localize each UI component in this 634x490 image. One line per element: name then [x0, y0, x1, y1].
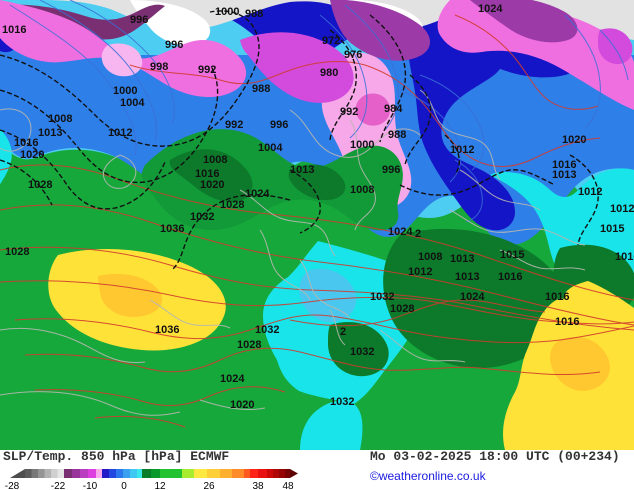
svg-text:1016: 1016: [545, 291, 569, 303]
svg-text:992: 992: [198, 64, 216, 76]
svg-text:1016: 1016: [555, 316, 579, 328]
svg-text:1004: 1004: [258, 142, 283, 154]
svg-text:1015: 1015: [500, 249, 524, 261]
svg-text:1012: 1012: [610, 203, 634, 215]
svg-text:1000: 1000: [350, 139, 374, 151]
svg-text:1013: 1013: [450, 253, 474, 265]
svg-text:-22: -22: [51, 481, 66, 490]
svg-text:1013: 1013: [552, 169, 576, 181]
svg-text:1024: 1024: [388, 226, 413, 238]
svg-text:1008: 1008: [418, 251, 442, 263]
svg-text:1020: 1020: [562, 134, 586, 146]
svg-text:1028: 1028: [390, 303, 414, 315]
svg-text:980: 980: [320, 67, 338, 79]
svg-text:992: 992: [225, 119, 243, 131]
svg-text:972: 972: [322, 35, 340, 47]
svg-text:1028: 1028: [5, 246, 29, 258]
svg-text:988: 988: [388, 129, 406, 141]
svg-text:1024: 1024: [220, 373, 245, 385]
svg-text:1032: 1032: [330, 396, 354, 408]
svg-text:996: 996: [382, 164, 400, 176]
svg-text:1012: 1012: [578, 186, 602, 198]
svg-text:1013: 1013: [290, 164, 314, 176]
svg-text:1016: 1016: [2, 24, 26, 36]
svg-text:1000: 1000: [113, 85, 137, 97]
svg-text:SLP/Temp. 850 hPa [hPa] ECMWF: SLP/Temp. 850 hPa [hPa] ECMWF: [3, 449, 229, 464]
svg-text:1020: 1020: [20, 149, 44, 161]
svg-text:1013: 1013: [38, 127, 62, 139]
svg-text:-28: -28: [5, 481, 20, 490]
svg-text:48: 48: [282, 481, 294, 490]
svg-text:1012: 1012: [408, 266, 432, 278]
svg-text:1016: 1016: [498, 271, 522, 283]
svg-text:0: 0: [121, 481, 127, 490]
svg-text:©weatheronline.co.uk: ©weatheronline.co.uk: [370, 469, 487, 483]
svg-text:-10: -10: [83, 481, 98, 490]
svg-text:Mo 03-02-2025 18:00 UTC (00+23: Mo 03-02-2025 18:00 UTC (00+234): [370, 449, 620, 464]
svg-text:1004: 1004: [120, 97, 145, 109]
svg-text:1020: 1020: [230, 399, 254, 411]
svg-text:1028: 1028: [220, 199, 244, 211]
svg-text:1032: 1032: [370, 291, 394, 303]
svg-text:12: 12: [154, 481, 166, 490]
svg-text:1016: 1016: [14, 137, 38, 149]
svg-text:1008: 1008: [48, 113, 72, 125]
svg-text:996: 996: [130, 14, 148, 26]
svg-text:988: 988: [252, 83, 270, 95]
svg-text:976: 976: [344, 49, 362, 61]
svg-text:1012: 1012: [108, 127, 132, 139]
svg-text:996: 996: [165, 39, 183, 51]
svg-text:1024: 1024: [478, 3, 503, 15]
svg-text:1008: 1008: [350, 184, 374, 196]
svg-text:992: 992: [340, 106, 358, 118]
svg-text:1028: 1028: [28, 179, 52, 191]
svg-text:1024: 1024: [245, 188, 270, 200]
svg-text:1032: 1032: [190, 211, 214, 223]
svg-text:26: 26: [203, 481, 215, 490]
svg-text:1015: 1015: [600, 223, 624, 235]
svg-text:988: 988: [245, 8, 263, 20]
svg-text:2: 2: [415, 228, 421, 240]
svg-text:1032: 1032: [255, 324, 279, 336]
svg-text:1008: 1008: [203, 154, 227, 166]
svg-text:984: 984: [384, 103, 403, 115]
svg-text:1000: 1000: [215, 6, 239, 18]
svg-text:1013: 1013: [455, 271, 479, 283]
svg-text:1020: 1020: [200, 179, 224, 191]
svg-text:1036: 1036: [160, 223, 184, 235]
svg-text:1024: 1024: [460, 291, 485, 303]
svg-text:1036: 1036: [155, 324, 179, 336]
svg-text:996: 996: [270, 119, 288, 131]
svg-text:1012: 1012: [450, 144, 474, 156]
svg-text:998: 998: [150, 61, 168, 73]
svg-text:1016: 1016: [615, 251, 634, 263]
svg-text:2: 2: [340, 326, 346, 338]
svg-text:1032: 1032: [350, 346, 374, 358]
svg-text:1028: 1028: [237, 339, 261, 351]
svg-text:38: 38: [252, 481, 264, 490]
